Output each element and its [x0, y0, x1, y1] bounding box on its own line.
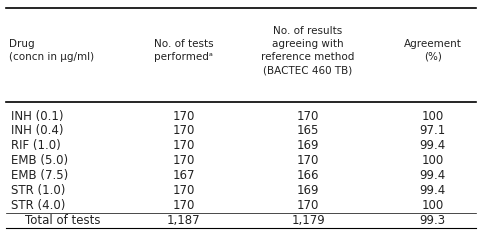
Text: 165: 165 [297, 124, 319, 138]
Text: 170: 170 [172, 139, 195, 152]
Text: No. of results
agreeing with
reference method
(BACTEC 460 TB): No. of results agreeing with reference m… [261, 25, 355, 75]
Text: 169: 169 [297, 184, 320, 197]
Text: 99.4: 99.4 [419, 139, 446, 152]
Text: RIF (1.0): RIF (1.0) [11, 139, 61, 152]
Text: 170: 170 [172, 110, 195, 123]
Text: Agreement
(%): Agreement (%) [404, 39, 462, 62]
Text: STR (1.0): STR (1.0) [11, 184, 66, 197]
Text: 100: 100 [422, 199, 444, 212]
Text: Total of tests: Total of tests [26, 214, 101, 227]
Text: 170: 170 [172, 124, 195, 138]
Text: No. of tests
performedᵃ: No. of tests performedᵃ [154, 39, 214, 62]
Text: EMB (7.5): EMB (7.5) [11, 169, 68, 182]
Text: 97.1: 97.1 [419, 124, 446, 138]
Text: 99.4: 99.4 [419, 184, 446, 197]
Text: 99.4: 99.4 [419, 169, 446, 182]
Text: 170: 170 [172, 199, 195, 212]
Text: 169: 169 [297, 139, 320, 152]
Text: 167: 167 [172, 169, 195, 182]
Text: 170: 170 [297, 199, 319, 212]
Text: STR (4.0): STR (4.0) [11, 199, 66, 212]
Text: 1,187: 1,187 [167, 214, 201, 227]
Text: 99.3: 99.3 [420, 214, 446, 227]
Text: 100: 100 [422, 154, 444, 167]
Text: 166: 166 [297, 169, 320, 182]
Text: 170: 170 [172, 184, 195, 197]
Text: 170: 170 [172, 154, 195, 167]
Text: 170: 170 [297, 154, 319, 167]
Text: 1,179: 1,179 [291, 214, 325, 227]
Text: 170: 170 [297, 110, 319, 123]
Text: 100: 100 [422, 110, 444, 123]
Text: INH (0.4): INH (0.4) [11, 124, 64, 138]
Text: EMB (5.0): EMB (5.0) [11, 154, 68, 167]
Text: Drug
(concn in μg/ml): Drug (concn in μg/ml) [9, 39, 94, 62]
Text: INH (0.1): INH (0.1) [11, 110, 64, 123]
